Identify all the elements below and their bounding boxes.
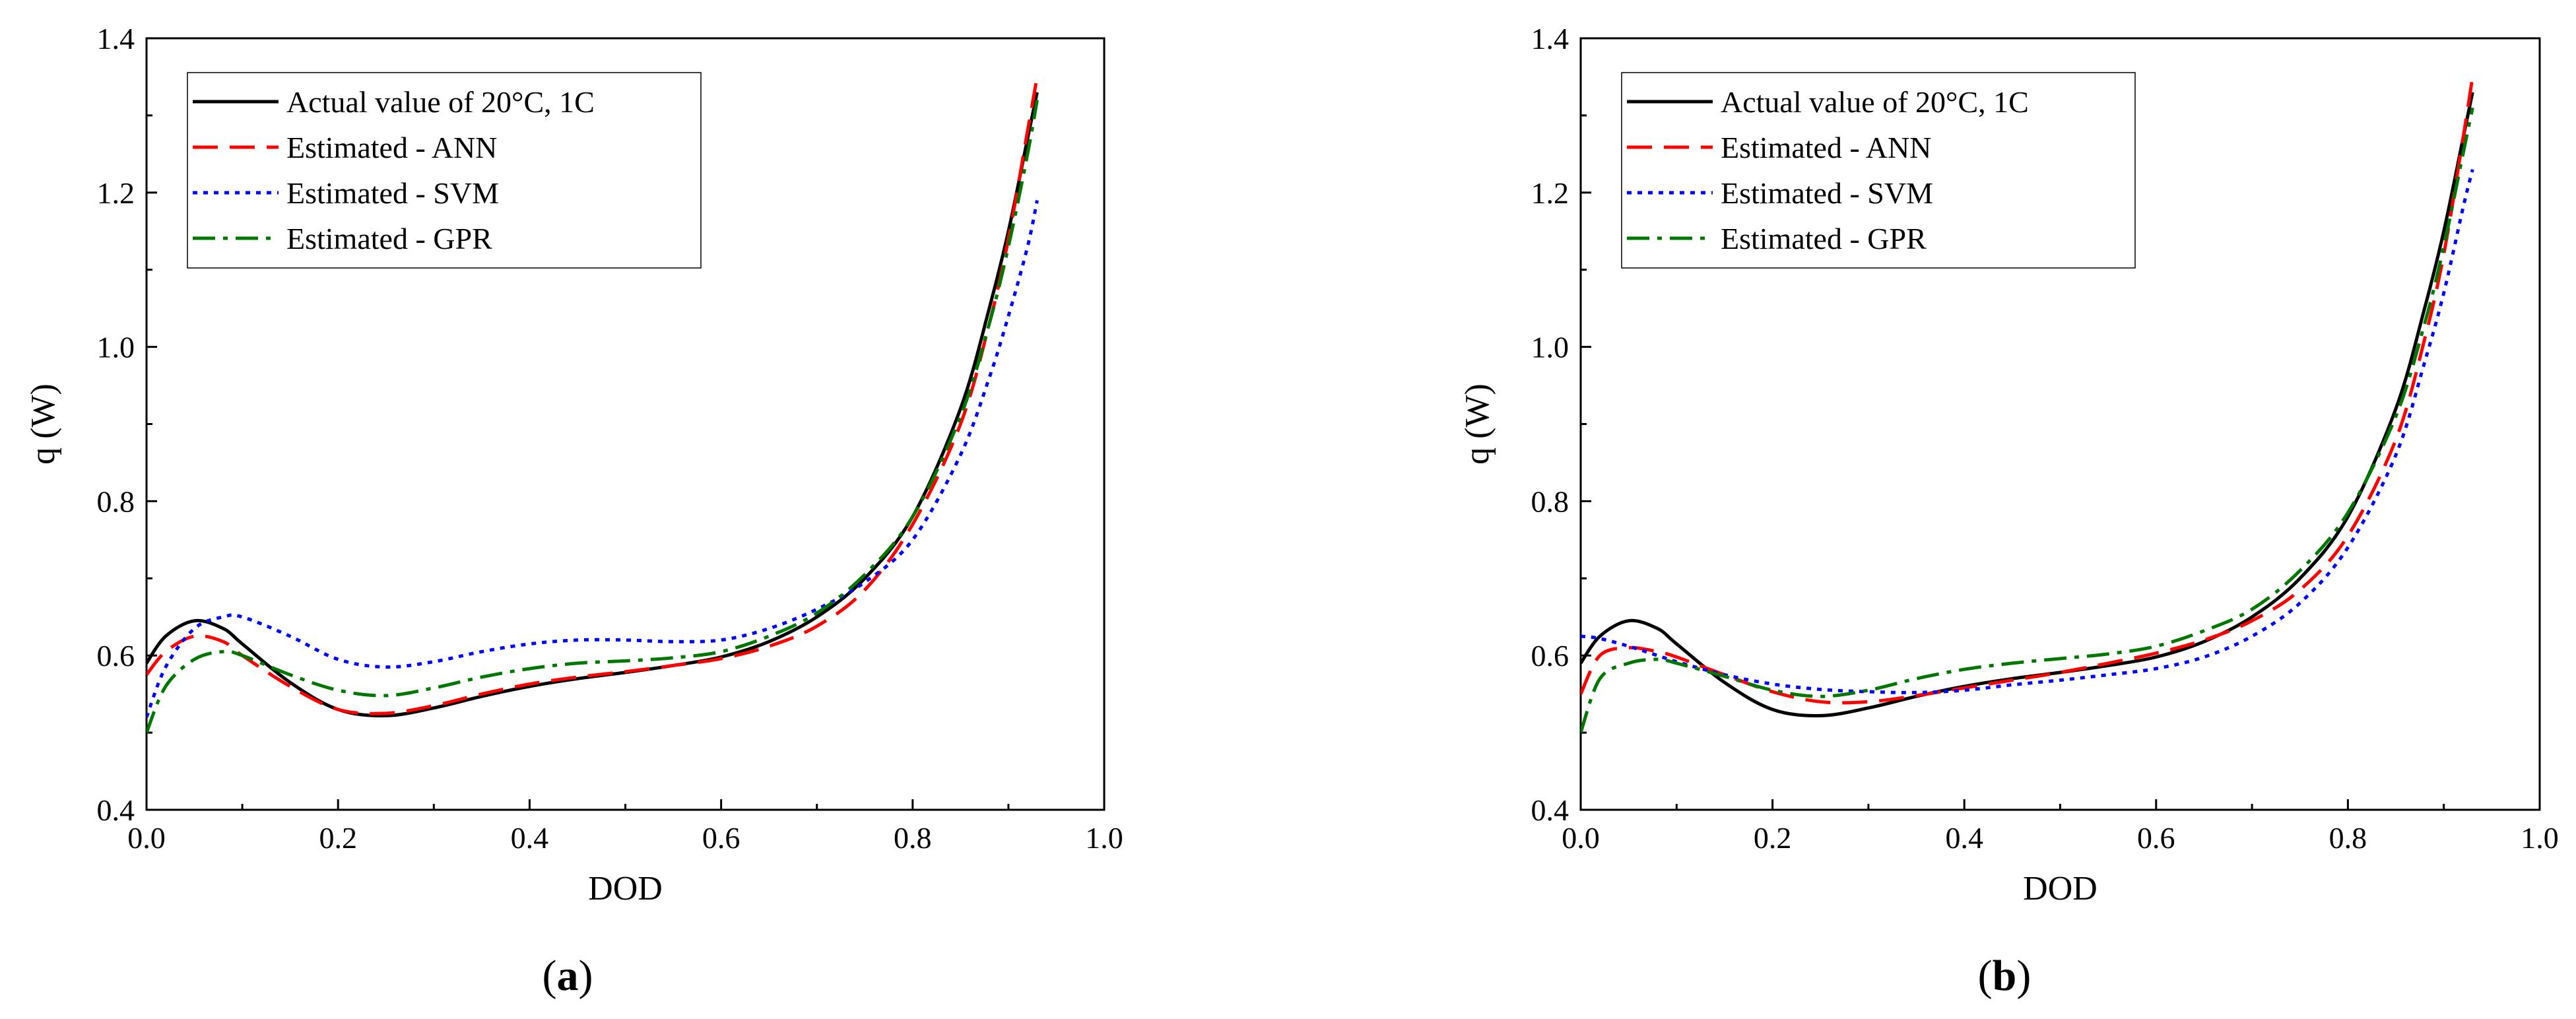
chart-a-y-tick-label: 1.4 [97,22,135,55]
chart-a-legend-label: Estimated - GPR [286,222,492,255]
chart-a-y-tick-label: 0.8 [97,484,135,518]
chart-b-legend-box [1621,72,2136,269]
chart-a-series-estimated-svm-line [147,199,1039,718]
chart-b-legend-label: Estimated - GPR [1721,222,1927,255]
chart-a-y-tick-label: 0.6 [97,639,135,673]
chart-a-x-tick-label: 0.4 [511,821,549,855]
chart-a-legend-label: Actual value of 20°C, 1C [286,85,595,119]
chart-b-y-tick-label: 0.8 [1531,484,1569,518]
chart-a: 0.0 0.2 0.4 0.6 0.8 1.0 0.4 0.6 0.8 1.0 1.2 1.4 DOD q… [24,22,1123,1000]
chart-b-y-axis-title: q (W) [1459,383,1496,465]
chart-b-series-estimated-svm-line [1581,169,2474,694]
chart-b-x-axis-title: DOD [2023,870,2097,907]
chart-a-legend-label: Estimated - ANN [286,131,497,164]
chart-b-legend-label: Actual value of 20°C, 1C [1721,85,2029,119]
chart-a-x-tick-label: 0.2 [319,821,357,855]
chart-a-y-axis-title: q (W) [24,383,62,465]
chart-b-x-tick-label: 0.0 [1562,821,1600,855]
chart-b-caption: (b) [1978,952,2031,1000]
chart-b-caption-letter: b [1993,952,2017,1000]
chart-a-y-tick-label: 1.2 [97,176,135,210]
chart-a-legend-label: Estimated - SVM [286,176,499,210]
chart-b-x-tick-label: 0.6 [2137,821,2175,855]
chart-b-y-tick-label: 1.0 [1531,331,1569,364]
chart-a-x-tick-label: 0.0 [127,821,166,855]
chart-a-x-tick-label: 0.6 [702,821,741,855]
chart-a-caption-letter: a [557,952,579,1000]
chart-a-legend-box [187,72,702,269]
chart-b-x-tick-label: 0.4 [1945,821,1983,855]
chart-b-legend-label: Estimated - ANN [1721,131,1931,164]
chart-b-legend-label: Estimated - SVM [1721,176,1933,210]
chart-b-y-tick-label: 1.4 [1531,22,1569,55]
chart-b-x-tick-label: 0.8 [2329,821,2367,855]
chart-b-series-estimated-ann-line [1581,77,2474,705]
chart-a-series-estimated-ann-line [147,76,1039,715]
chart-b: 0.0 0.2 0.4 0.6 0.8 1.0 0.4 0.6 0.8 1.0 1.2 1.4 DOD q… [1459,22,2559,1000]
chart-b-x-tick-label: 0.2 [1754,821,1792,855]
chart-a-x-tick-label: 0.8 [894,821,932,855]
chart-a-x-tick-label: 1.0 [1085,821,1123,855]
chart-a-y-tick-label: 0.4 [97,793,135,827]
chart-a-legend: Actual value of 20°C, 1C Estimated - ANN E… [187,72,702,269]
chart-a-x-axis-title: DOD [588,870,663,907]
chart-b-y-tick-label: 1.2 [1531,176,1569,210]
chart-a-y-tick-label: 1.0 [97,331,135,364]
chart-b-x-tick-label: 1.0 [2521,821,2559,855]
chart-b-legend: Actual value of 20°C, 1C Estimated - ANN E… [1621,72,2136,269]
chart-b-y-tick-label: 0.6 [1531,639,1569,673]
chart-b-series-estimated-gpr-line [1581,107,2474,733]
chart-a-caption: (a) [543,952,593,1000]
chart-a-series-estimated-gpr-line [147,100,1039,734]
chart-b-y-tick-label: 0.4 [1531,793,1569,827]
